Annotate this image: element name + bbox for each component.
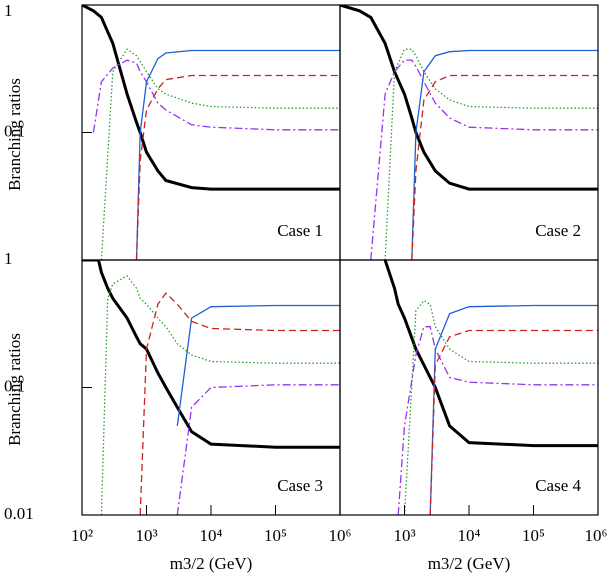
series-line — [176, 304, 340, 426]
series-line — [82, 5, 340, 191]
x-tick-label: 10⁶ — [329, 526, 352, 545]
y-tick-label: 0.1 — [4, 121, 25, 140]
series-line — [384, 48, 598, 260]
case-label: Case 2 — [535, 221, 581, 240]
x-tick-label: 10⁴ — [200, 526, 223, 545]
series-line — [135, 49, 340, 260]
y-axis-label: Branching ratios — [5, 333, 24, 446]
x-axis-label: m3/2 (GeV) — [170, 554, 253, 573]
series-line — [139, 292, 340, 515]
x-tick-label: 10² — [71, 526, 93, 545]
x-axis-label: m3/2 (GeV) — [428, 554, 511, 573]
series-line — [429, 329, 598, 515]
series-group — [340, 5, 598, 260]
series-group — [82, 260, 340, 515]
series-group — [82, 5, 340, 260]
case-label: Case 4 — [535, 476, 581, 495]
y-tick-label: 0.1 — [4, 376, 25, 395]
panel: Case 2 — [339, 4, 599, 261]
series-group — [383, 260, 598, 515]
series-line — [176, 384, 340, 515]
series-line — [397, 326, 598, 515]
series-line — [100, 48, 340, 260]
series-line — [82, 260, 340, 449]
x-tick-label: 10³ — [135, 526, 157, 545]
x-tick-label: 10³ — [393, 526, 415, 545]
series-line — [370, 59, 598, 260]
series-line — [403, 299, 598, 515]
series-line — [411, 49, 598, 260]
series-line — [92, 59, 340, 133]
series-line — [135, 74, 340, 260]
x-tick-label: 10⁴ — [458, 526, 481, 545]
case-label: Case 3 — [277, 476, 323, 495]
y-tick-label: 1 — [4, 1, 13, 20]
case-label: Case 1 — [277, 221, 323, 240]
x-tick-label: 10⁶ — [585, 526, 608, 545]
y-tick-label: 1 — [4, 249, 13, 268]
series-line — [340, 5, 598, 191]
x-tick-label: 10⁵ — [522, 526, 545, 545]
y-tick-label: 0.01 — [4, 504, 34, 523]
panel: 0.01 0.1 1 10² 10³ 10⁴ 10⁵ 10⁶ Branching ratios m… — [4, 249, 352, 573]
panel: 0.1 1 Branching ratios Case 1 — [4, 1, 341, 261]
x-tick-label: 10⁵ — [264, 526, 287, 545]
y-axis-label: Branching ratios — [5, 78, 24, 191]
series-line — [100, 275, 340, 515]
series-line — [383, 260, 598, 448]
panel: 10³ 10⁴ 10⁵ 10⁶ m3/2 (GeV) Case 4 — [339, 259, 608, 573]
series-line — [411, 74, 598, 260]
